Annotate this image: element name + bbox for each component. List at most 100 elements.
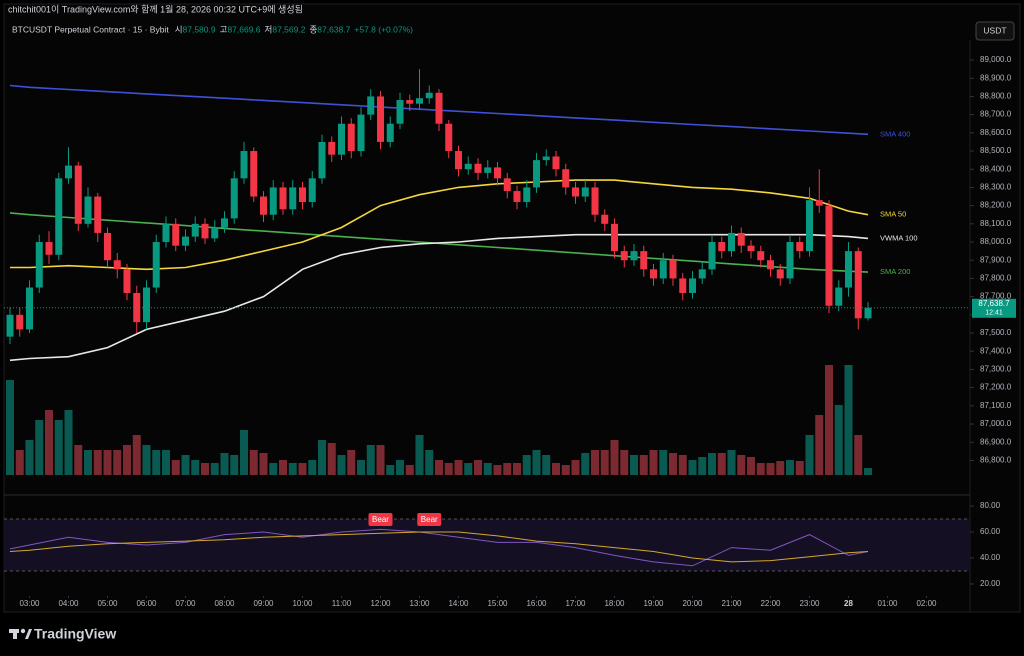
volume-bar — [834, 405, 843, 475]
candle-body — [601, 214, 609, 224]
volume-bar — [698, 457, 707, 475]
candle-body — [864, 307, 872, 319]
volume-bar — [444, 463, 453, 475]
candle-body — [620, 251, 628, 261]
volume-bar — [454, 460, 463, 475]
annotation-box — [368, 513, 393, 526]
volume-bar — [142, 445, 151, 475]
volume-bar — [201, 463, 209, 475]
volume-bar — [727, 450, 736, 475]
candle-body — [386, 123, 394, 142]
candle-body — [552, 156, 560, 170]
volume-bar — [396, 460, 404, 475]
indicator-label: SMA 50 — [880, 210, 906, 219]
volume-bar — [708, 453, 716, 475]
x-tick-label: 14:00 — [448, 599, 469, 608]
candle-body — [464, 163, 472, 170]
candle-body — [689, 278, 696, 293]
candle-body — [182, 236, 189, 246]
currency-button[interactable] — [975, 21, 1015, 41]
candle-body — [55, 178, 63, 255]
volume-bar — [103, 450, 112, 475]
candle-body — [16, 314, 24, 330]
x-tick-label: 01:00 — [877, 599, 898, 608]
indicator-line — [10, 179, 869, 271]
volume-bar — [542, 455, 551, 475]
candle-body — [698, 269, 706, 279]
candle-body — [542, 156, 550, 161]
volume-bar — [386, 465, 395, 475]
candle-body — [708, 242, 716, 270]
candle-body — [318, 141, 326, 179]
volume-bar — [493, 465, 502, 475]
volume-bar — [64, 410, 73, 475]
indicator-label: SMA 400 — [880, 129, 910, 138]
y-tick-label: 88,300.0 — [980, 183, 1012, 192]
candle-body — [767, 260, 774, 270]
y-tick-label: 88,200.0 — [980, 201, 1012, 210]
candle-body — [143, 287, 150, 323]
candle-body — [74, 165, 82, 224]
y-tick-label: 89,000.0 — [980, 55, 1012, 64]
y-tick-label: 88,500.0 — [980, 146, 1012, 155]
x-tick-label: 13:00 — [409, 599, 430, 608]
x-tick-label: 16:00 — [526, 599, 547, 608]
volume-bar — [786, 460, 794, 475]
volume-bar — [347, 450, 356, 475]
ohlc-value: 87,569.2 — [272, 24, 305, 34]
volume-bar — [844, 365, 853, 475]
volume-bar — [249, 450, 258, 475]
candle-body — [679, 278, 687, 293]
change: +57.8 (+0.07%) — [354, 24, 413, 34]
candle-body — [445, 123, 453, 152]
candle-body — [94, 196, 102, 233]
volume-bar — [45, 410, 53, 475]
x-tick-label: 22:00 — [760, 599, 781, 608]
x-tick-label: 11:00 — [332, 599, 352, 608]
volume-bar — [308, 460, 317, 475]
y-tick-label: 87,500.0 — [980, 328, 1012, 337]
currency[interactable]: USDT — [983, 25, 1006, 35]
volume-bar — [162, 450, 170, 475]
candle-body — [211, 227, 219, 239]
volume-bar — [415, 435, 424, 475]
candle-body — [523, 187, 531, 202]
candle-body — [640, 251, 648, 270]
candle-body — [84, 196, 92, 224]
countdown: 12:41 — [985, 310, 1003, 317]
volume-bar — [113, 450, 122, 475]
volume-bar — [376, 445, 385, 475]
y-tick-label: 87,700.0 — [980, 292, 1012, 301]
candle-body — [308, 178, 316, 202]
candle-body — [786, 242, 794, 279]
volume-bar — [435, 460, 443, 475]
volume-bar — [825, 365, 833, 475]
candle-body — [669, 260, 677, 279]
rsi-tick-label: 20.00 — [980, 579, 1001, 588]
volume-bar — [795, 461, 804, 475]
volume-bar — [93, 450, 102, 475]
volume-bar — [561, 465, 570, 475]
last-price-box — [972, 298, 1016, 318]
candle-body — [815, 200, 823, 206]
volume-bar — [678, 455, 687, 475]
candle-body — [591, 187, 599, 215]
volume-bar — [610, 440, 619, 475]
volume-bar — [366, 445, 375, 475]
x-tick-label: 17:00 — [565, 599, 586, 608]
candle-body — [494, 167, 501, 179]
candle-body — [367, 96, 375, 115]
candle-body — [474, 163, 482, 173]
candle-body — [250, 151, 258, 197]
volume-bar — [327, 443, 336, 475]
ohlc-label: 저 — [265, 24, 273, 34]
candle-body — [484, 167, 492, 173]
candle-body — [747, 245, 755, 252]
volume-bar — [630, 455, 638, 475]
candle-body — [279, 187, 287, 210]
last-price: 87,638.7 — [978, 299, 1010, 308]
y-tick-label: 88,100.0 — [980, 219, 1012, 228]
volume-bar — [483, 463, 492, 475]
volume-bar — [659, 450, 668, 475]
